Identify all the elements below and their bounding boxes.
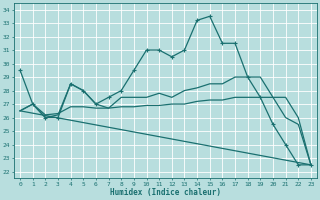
X-axis label: Humidex (Indice chaleur): Humidex (Indice chaleur) (110, 188, 221, 197)
